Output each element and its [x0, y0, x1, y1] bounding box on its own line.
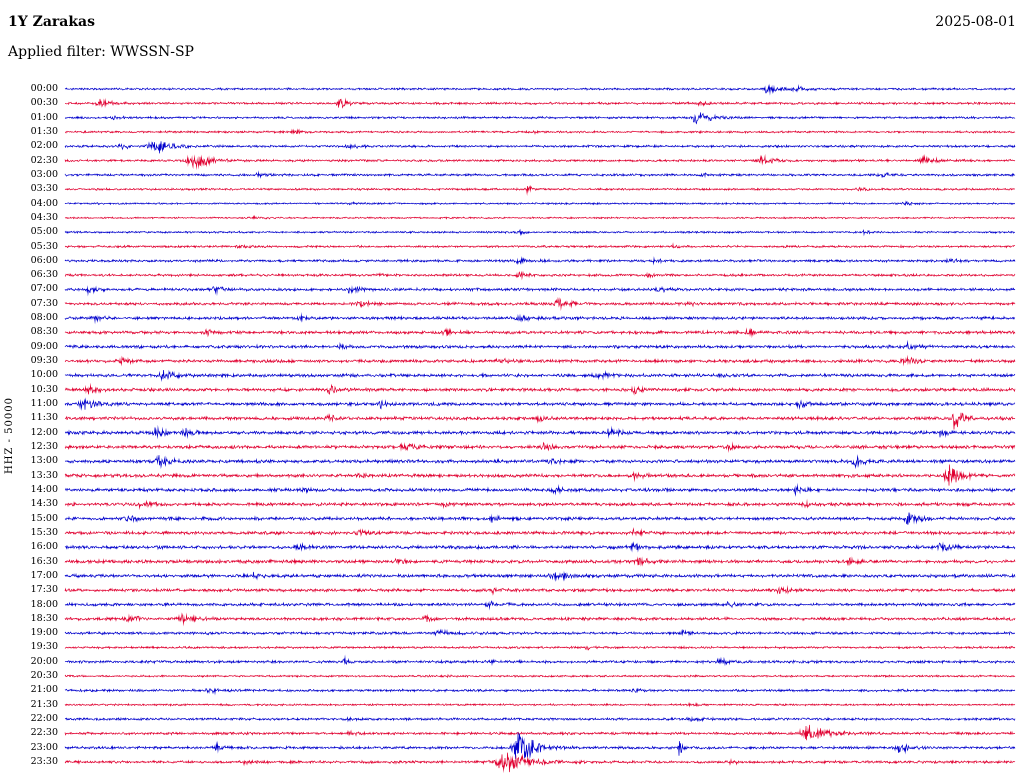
time-label: 00:00	[30, 83, 58, 94]
time-label: 01:30	[30, 125, 58, 137]
time-label: 04:30	[30, 211, 58, 223]
time-label: 03:00	[30, 168, 58, 180]
filter-label: Applied filter: WWSSN-SP	[8, 44, 194, 60]
time-label: 18:00	[30, 598, 58, 610]
time-label: 17:30	[30, 584, 58, 596]
time-label: 05:30	[30, 240, 58, 252]
time-label: 06:30	[30, 269, 58, 281]
time-label: 02:00	[30, 140, 58, 152]
plot-header: 1Y Zarakas 2025-08-01	[8, 14, 1016, 30]
time-label: 11:30	[30, 412, 58, 424]
time-label: 17:00	[30, 569, 58, 581]
time-label: 13:30	[30, 469, 58, 481]
time-label: 18:30	[30, 612, 58, 624]
time-label: 04:00	[30, 197, 58, 209]
time-label: 16:00	[30, 541, 58, 553]
time-label: 08:30	[30, 326, 58, 338]
time-label: 09:30	[30, 355, 58, 367]
time-label: 05:00	[30, 226, 58, 238]
time-label: 16:30	[30, 555, 58, 567]
time-label: 13:00	[30, 455, 58, 467]
time-label: 01:00	[30, 111, 58, 123]
time-label: 19:00	[30, 627, 58, 639]
time-label: 03:30	[30, 183, 58, 195]
time-label: 20:00	[30, 655, 58, 667]
time-label: 00:30	[30, 97, 58, 109]
date-label: 2025-08-01	[935, 14, 1016, 30]
time-label: 08:00	[30, 312, 58, 324]
time-label: 23:30	[30, 756, 58, 768]
time-label: 15:30	[30, 526, 58, 538]
time-axis: 00:00 00:30 01:00 01:30 02:00 02:30 03:00 03:30…	[0, 0, 60, 780]
time-label: 21:00	[30, 684, 58, 696]
time-label: 06:00	[30, 254, 58, 266]
time-label: 20:30	[30, 670, 58, 682]
time-label: 19:30	[30, 641, 58, 653]
time-label: 09:00	[30, 340, 58, 352]
time-label: 14:30	[30, 498, 58, 510]
time-label: 21:30	[30, 698, 58, 710]
time-label: 10:30	[30, 383, 58, 395]
time-label: 07:30	[30, 297, 58, 309]
time-label: 12:00	[30, 426, 58, 438]
time-label: 22:00	[30, 713, 58, 725]
time-label: 23:00	[30, 741, 58, 753]
time-label: 02:30	[30, 154, 58, 166]
time-label: 15:00	[30, 512, 58, 524]
time-label: 14:00	[30, 483, 58, 495]
time-label: 10:00	[30, 369, 58, 381]
time-label: 12:30	[30, 441, 58, 452]
station-title: 1Y Zarakas	[8, 14, 96, 30]
time-label: 07:00	[30, 283, 58, 295]
time-label: 11:00	[30, 398, 58, 410]
time-label: 22:30	[30, 727, 58, 739]
